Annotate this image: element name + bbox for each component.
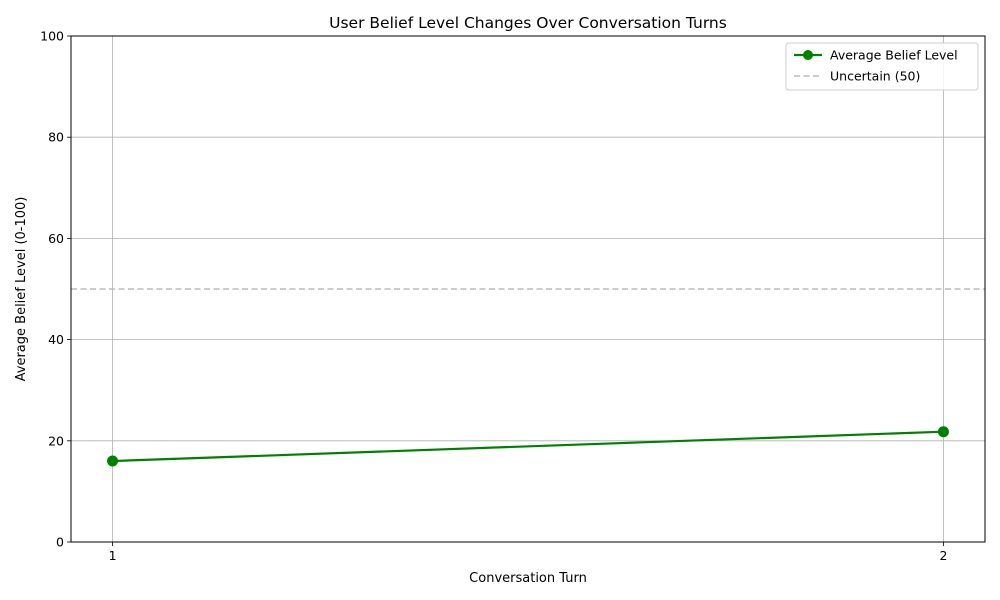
y-tick-label: 60 bbox=[48, 231, 64, 246]
x-tick-label: 2 bbox=[939, 548, 947, 563]
y-tick-label: 0 bbox=[56, 535, 64, 550]
series-line bbox=[112, 430, 944, 463]
x-axis-label: Conversation Turn bbox=[469, 571, 587, 586]
legend-label-average-belief: Average Belief Level bbox=[830, 48, 958, 63]
legend-label-uncertain: Uncertain (50) bbox=[830, 69, 920, 84]
y-tick-label: 40 bbox=[48, 332, 64, 347]
chart-title: User Belief Level Changes Over Conversat… bbox=[329, 14, 727, 32]
y-tick-label: 100 bbox=[40, 29, 64, 44]
y-tick-label: 80 bbox=[48, 130, 64, 145]
data-point bbox=[107, 455, 119, 467]
legend: Average Belief Level Uncertain (50) bbox=[785, 42, 979, 91]
data-point bbox=[937, 426, 949, 438]
y-axis: 0 20 40 60 80 100 bbox=[40, 29, 71, 550]
x-tick-label: 1 bbox=[109, 548, 117, 563]
y-axis-label: Average Belief Level (0-100) bbox=[14, 197, 29, 382]
series bbox=[107, 426, 949, 467]
y-tick-label: 20 bbox=[48, 433, 64, 448]
plot-frame bbox=[70, 35, 986, 543]
legend-marker bbox=[803, 50, 813, 60]
legend-box bbox=[785, 42, 979, 91]
